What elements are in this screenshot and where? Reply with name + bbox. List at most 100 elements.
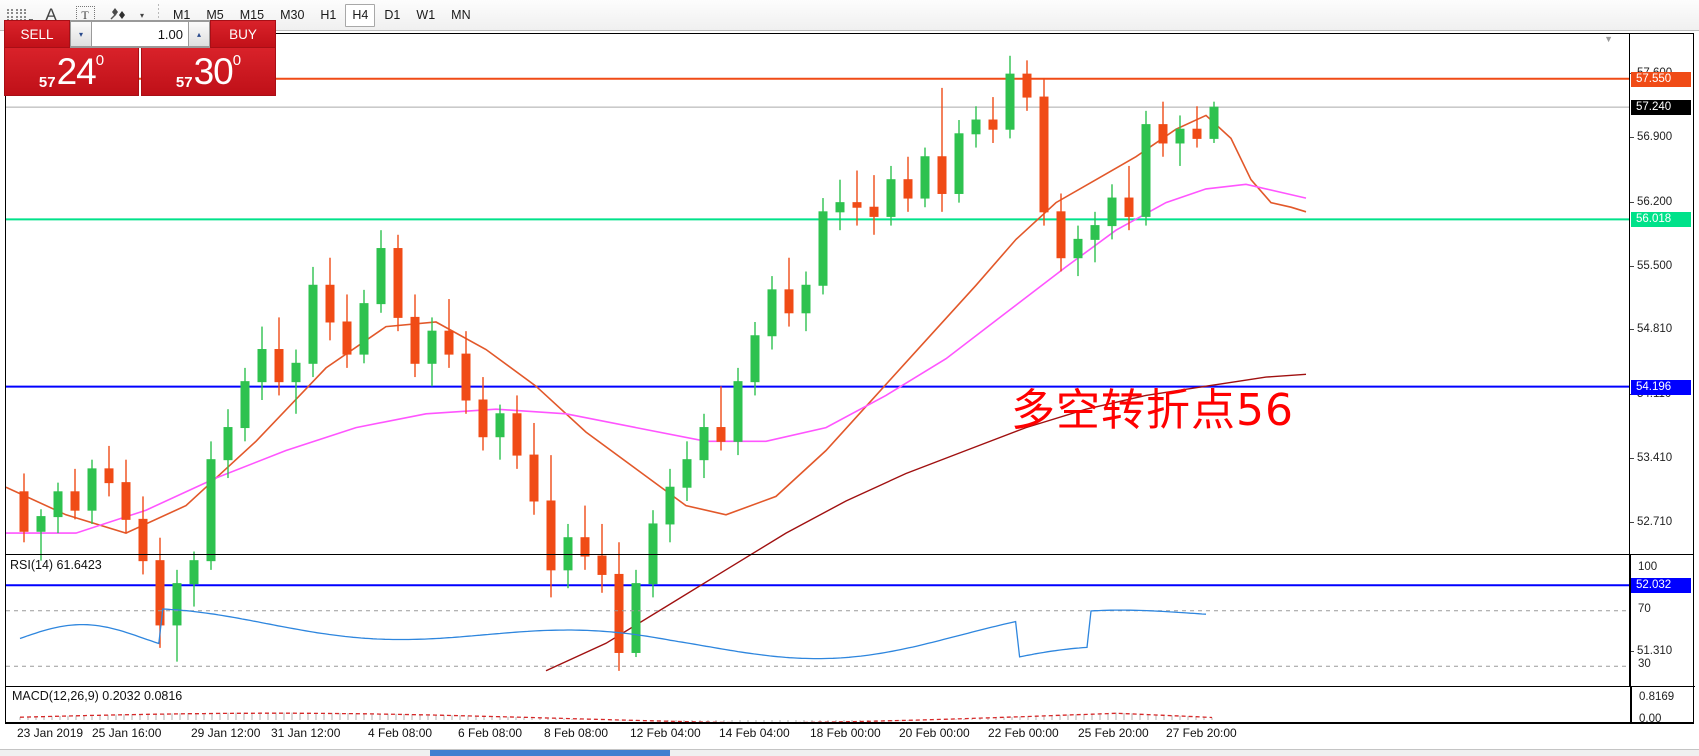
volume-decrement-button[interactable]: ▾ [70, 21, 92, 47]
candle [444, 299, 454, 368]
candle [240, 367, 250, 442]
sell-price-prefix: 57 [38, 74, 56, 91]
time-label: 6 Feb 08:00 [458, 726, 523, 740]
price-tick-56.900: 56.900 [1630, 131, 1694, 143]
candle [359, 289, 369, 364]
candle [1209, 101, 1219, 143]
candle [852, 170, 862, 226]
price-tick-55.500: 55.500 [1630, 260, 1694, 272]
time-label: 4 Feb 08:00 [368, 726, 433, 740]
status-strip-highlight [430, 750, 670, 756]
buy-button[interactable]: BUY [210, 20, 276, 48]
time-label: 25 Jan 16:00 [92, 726, 162, 740]
candle [767, 276, 777, 350]
time-label: 22 Feb 00:00 [988, 726, 1059, 740]
rsi-tick-30: 30 [1638, 658, 1651, 671]
chart-annotation-text: 多空转折点56 [1011, 385, 1294, 436]
rsi-plot-svg [6, 608, 1630, 667]
buy-price-display[interactable]: 57 30 0 [141, 48, 276, 96]
candle [53, 482, 63, 534]
candle [1175, 115, 1185, 166]
current-price-label[interactable]: 57.240 [1631, 100, 1691, 116]
one-click-trading-panel[interactable]: SELL ▾ 1.00 ▴ BUY 57 24 0 57 30 0 [4, 20, 276, 96]
time-label: 20 Feb 00:00 [899, 726, 970, 740]
blue-line-upper-label[interactable]: 54.196 [1631, 379, 1691, 395]
candle [597, 523, 607, 593]
timeframe-m15[interactable]: M15 [239, 8, 265, 22]
toolbar-separator [158, 4, 159, 26]
candle [1107, 184, 1117, 240]
candle [393, 234, 403, 332]
blue-line-lower-label[interactable]: 52.032 [1631, 578, 1691, 594]
time-label: 31 Jan 12:00 [271, 726, 341, 740]
volume-increment-button[interactable]: ▴ [188, 21, 210, 47]
rsi-scale: 100 70 30 [1630, 555, 1693, 722]
candle [920, 147, 930, 208]
rsi-label: RSI(14) 61.6423 [10, 558, 102, 572]
candle [495, 404, 505, 460]
macd-label: MACD(12,26,9) 0.2032 0.0816 [12, 689, 183, 703]
volume-stepper[interactable]: ▾ 1.00 ▴ [70, 20, 210, 48]
timeframe-m30[interactable]: M30 [280, 8, 305, 22]
volume-input[interactable]: 1.00 [92, 21, 188, 47]
candle [274, 317, 284, 396]
timeframe-m1[interactable]: M1 [173, 8, 191, 22]
candle [750, 321, 760, 396]
candle [580, 505, 590, 570]
candle [1124, 165, 1134, 231]
macd-plot-svg [19, 712, 1213, 725]
candle [954, 120, 964, 203]
rsi-plot [6, 555, 1630, 722]
text-label-icon[interactable]: A [45, 5, 57, 24]
candle [257, 326, 267, 401]
trade-panel-controls: SELL ▾ 1.00 ▴ BUY [4, 20, 276, 48]
drawing-objects-icon[interactable] [102, 1, 136, 30]
price-plot-svg [6, 55, 1631, 672]
candle [104, 445, 114, 497]
candle [36, 509, 46, 561]
chart-area[interactable]: ▲USOil-,H4 57.210 57.260 57.150 57.240 ▼… [5, 33, 1695, 746]
price-scale[interactable]: 57.60056.90056.20055.50054.81054.11053.4… [1629, 34, 1693, 686]
time-label: 27 Feb 20:00 [1166, 726, 1237, 740]
buy-price-main: 30 [193, 51, 234, 92]
time-label: 8 Feb 08:00 [544, 726, 609, 740]
candle [563, 523, 573, 589]
candle [648, 510, 658, 598]
timeframe-group: M1 M5 M15 M30 H1 H4 D1 W1 MN [165, 3, 479, 27]
price-tick-54.810: 54.810 [1630, 323, 1694, 335]
sell-button[interactable]: SELL [4, 20, 70, 48]
timeframe-h4[interactable]: H4 [345, 3, 376, 27]
drawing-objects-dropdown-icon[interactable]: ▾ [139, 10, 144, 20]
time-label: 12 Feb 04:00 [630, 726, 701, 740]
pane-collapse-icon[interactable]: ▼ [1604, 34, 1613, 44]
buy-price-sup: 0 [232, 52, 242, 69]
candle [478, 377, 488, 451]
candle [70, 468, 80, 520]
resistance-line-label[interactable]: 57.550 [1631, 71, 1691, 87]
candle [325, 257, 335, 341]
rsi-indicator-panel[interactable]: RSI(14) 61.6423 100 70 30 [6, 555, 1693, 722]
candle [291, 349, 301, 414]
timeframe-h1[interactable]: H1 [320, 8, 337, 22]
time-scale[interactable]: 23 Jan 2019 25 Jan 16:00 29 Jan 12:00 31 Ja… [5, 723, 1694, 749]
candle [971, 106, 981, 148]
support-green-line-label[interactable]: 56.018 [1631, 212, 1691, 228]
candle [529, 422, 539, 515]
candle [138, 496, 148, 575]
price-tick-53.410: 53.410 [1630, 452, 1694, 464]
candle [376, 230, 386, 313]
sell-price-main: 24 [56, 51, 97, 92]
timeframe-m5[interactable]: M5 [206, 8, 224, 22]
candle [1005, 55, 1015, 139]
timeframe-w1[interactable]: W1 [416, 8, 436, 22]
timeframe-mn[interactable]: MN [451, 8, 471, 22]
price-plot[interactable] [6, 34, 1631, 686]
candle [87, 459, 97, 524]
candle [410, 294, 420, 378]
sell-price-display[interactable]: 57 24 0 [4, 48, 139, 96]
macd-plot [6, 687, 1631, 746]
candle [223, 409, 233, 479]
timeframe-d1[interactable]: D1 [384, 8, 401, 22]
candle [937, 87, 947, 212]
